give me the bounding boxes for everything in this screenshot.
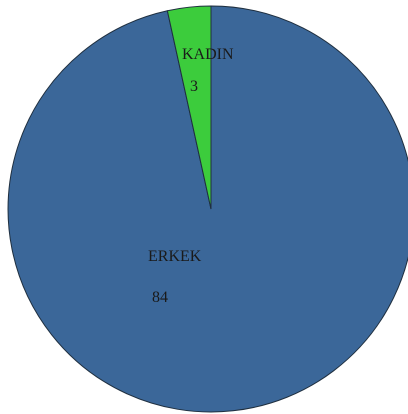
pie-labels: ERKEK 84 KADIN 3 [148,46,234,306]
pie-slice-erkek [7,5,408,413]
pie-slices [7,5,408,413]
slice-value-kadin: 3 [190,78,198,95]
slice-label-kadin: KADIN [182,46,234,63]
slice-value-erkek: 84 [152,289,168,306]
pie-slice-kadin [166,5,212,210]
slice-label-erkek: ERKEK [148,248,202,265]
